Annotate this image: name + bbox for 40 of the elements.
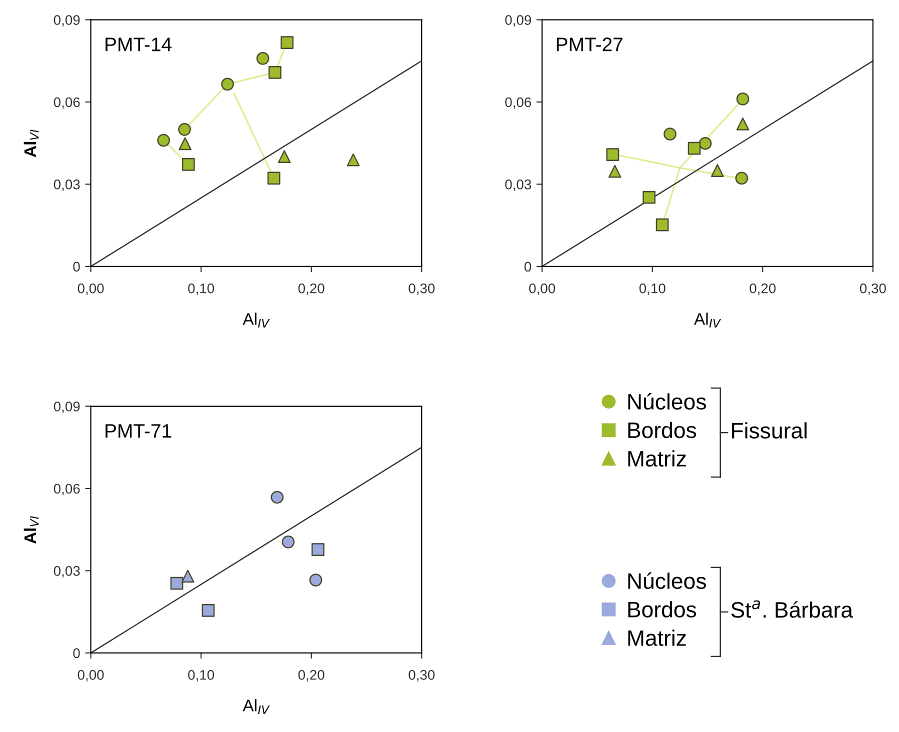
y-axis-title: Al$_{VI}$: [24, 516, 39, 544]
y-tick-label: 0,09: [54, 402, 80, 414]
y-tick-label: 0,06: [54, 97, 80, 109]
legend-label: Bordos: [628, 601, 696, 618]
y-tick-label: 0: [73, 648, 80, 658]
x-tick-label: 0,10: [188, 670, 214, 682]
x-tick-label: 0,10: [188, 283, 214, 295]
text: PMT-27: [556, 38, 622, 52]
y-tick-label: 0,06: [505, 97, 532, 109]
x-tick-label: 0,30: [860, 283, 886, 295]
y-tick-label: 0,03: [54, 566, 80, 578]
text: PMT-71: [106, 424, 172, 438]
x-tick-label: 0,00: [78, 670, 104, 682]
x-tick-label: 0,00: [529, 283, 556, 295]
x-axis-title: Al$_{IV}$: [242, 312, 270, 328]
y-axis-title: Al$_{VI}$: [24, 130, 39, 158]
legend-label: Matriz: [628, 450, 686, 467]
legend-label: Matriz: [628, 630, 686, 646]
x-axis-title: Al$_{IV}$: [242, 699, 270, 714]
x-tick-label: 0,20: [298, 283, 324, 295]
y-tick-label: 0,06: [54, 484, 80, 496]
legend-label: Bordos: [628, 422, 696, 438]
x-tick-label: 0,20: [298, 670, 324, 682]
legend-title: St$^{a}$. Bárbara: [731, 600, 853, 618]
x-tick-label: 0,00: [78, 283, 104, 295]
x-tick-label: 0,30: [408, 670, 435, 682]
y-tick-label: 0,09: [505, 15, 532, 27]
x-tick-label: 0,20: [750, 283, 776, 295]
legend-label: Núcleos: [628, 393, 706, 410]
y-tick-label: 0: [73, 262, 80, 272]
legend-label: Núcleos: [628, 572, 706, 589]
y-tick-label: 0,03: [54, 180, 80, 192]
y-tick-label: 0: [524, 262, 532, 272]
x-axis-title: Al$_{IV}$: [694, 312, 722, 328]
y-tick-label: 0,09: [54, 15, 80, 27]
y-tick-label: 0,03: [505, 180, 532, 192]
x-tick-label: 0,30: [408, 283, 435, 295]
legend-title: Fissural: [732, 422, 807, 439]
x-tick-label: 0,10: [639, 283, 666, 295]
text: PMT-14: [106, 38, 172, 52]
